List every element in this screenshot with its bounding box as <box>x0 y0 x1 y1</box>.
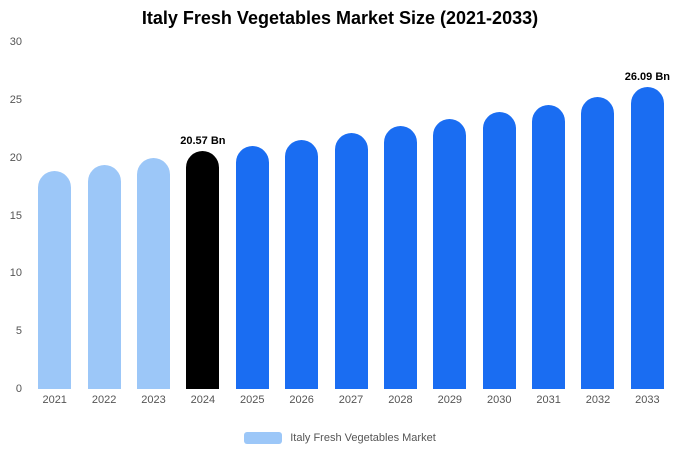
bar-2024 <box>186 151 220 389</box>
bar-2027 <box>334 132 368 389</box>
x-axis-label: 2033 <box>635 394 660 406</box>
bar-2032 <box>581 96 615 389</box>
bar-column: 2023 <box>129 42 178 411</box>
y-tick-label: 30 <box>9 36 22 48</box>
x-axis-label: 2023 <box>141 394 166 406</box>
bar-2021 <box>38 171 72 389</box>
bar-column: 2021 <box>30 42 79 411</box>
bar-column: 2026 <box>277 42 326 411</box>
x-axis-label: 2022 <box>91 394 117 406</box>
bar-column: 2030 <box>475 42 524 411</box>
y-tick-label: 0 <box>15 383 22 395</box>
bar-column: 2031 <box>524 42 573 411</box>
plot-area: 2021 2022 2023 20.57 Bn 2024 2025 2026 2027 2028… <box>30 42 672 411</box>
x-axis-label: 2026 <box>289 394 314 406</box>
chart-title: Italy Fresh Vegetables Market Size (2021… <box>141 8 539 28</box>
bar-column: 2025 <box>228 42 277 411</box>
bar-column: 26.09 Bn 2033 <box>623 42 672 411</box>
bar-column: 20.57 Bn 2024 <box>178 42 227 411</box>
legend-label: Italy Fresh Vegetables Market <box>290 432 436 444</box>
bar-column: 2027 <box>326 42 375 411</box>
y-tick-label: 10 <box>9 267 22 280</box>
y-tick-label: 20 <box>9 151 22 164</box>
bar-2033 <box>630 87 664 389</box>
bar-column: 2032 <box>573 42 622 411</box>
bar-2025 <box>235 145 269 389</box>
bar-value-label: 26.09 Bn <box>624 71 670 84</box>
y-tick-label: 25 <box>9 93 22 106</box>
bar-2028 <box>383 125 417 389</box>
bar-2023 <box>136 158 170 389</box>
bar-2030 <box>482 112 516 389</box>
bar-2022 <box>87 164 121 389</box>
y-axis: 0 5 10 15 20 25 30 <box>0 36 24 395</box>
x-axis-label: 2029 <box>437 394 463 406</box>
x-axis-label: 2025 <box>240 394 265 406</box>
x-axis-label: 2031 <box>536 394 561 406</box>
legend: Italy Fresh Vegetables Market <box>0 432 680 444</box>
x-axis-label: 2028 <box>388 394 413 406</box>
bar-column: 2028 <box>376 42 425 411</box>
x-axis-label: 2032 <box>585 394 611 406</box>
bar-column: 2029 <box>425 42 474 411</box>
bar-2031 <box>532 104 566 389</box>
x-axis-label: 2027 <box>338 394 364 406</box>
x-axis-label: 2030 <box>486 394 512 406</box>
bar-2026 <box>285 139 319 389</box>
bar-column: 2022 <box>79 42 128 411</box>
bar-value-label: 20.57 Bn <box>180 135 226 148</box>
x-axis-label: 2024 <box>190 394 216 406</box>
y-tick-label: 5 <box>15 325 22 338</box>
y-tick-label: 15 <box>9 209 22 222</box>
x-axis-label: 2021 <box>42 394 67 406</box>
bar-2029 <box>433 118 467 389</box>
legend-swatch <box>244 432 283 444</box>
